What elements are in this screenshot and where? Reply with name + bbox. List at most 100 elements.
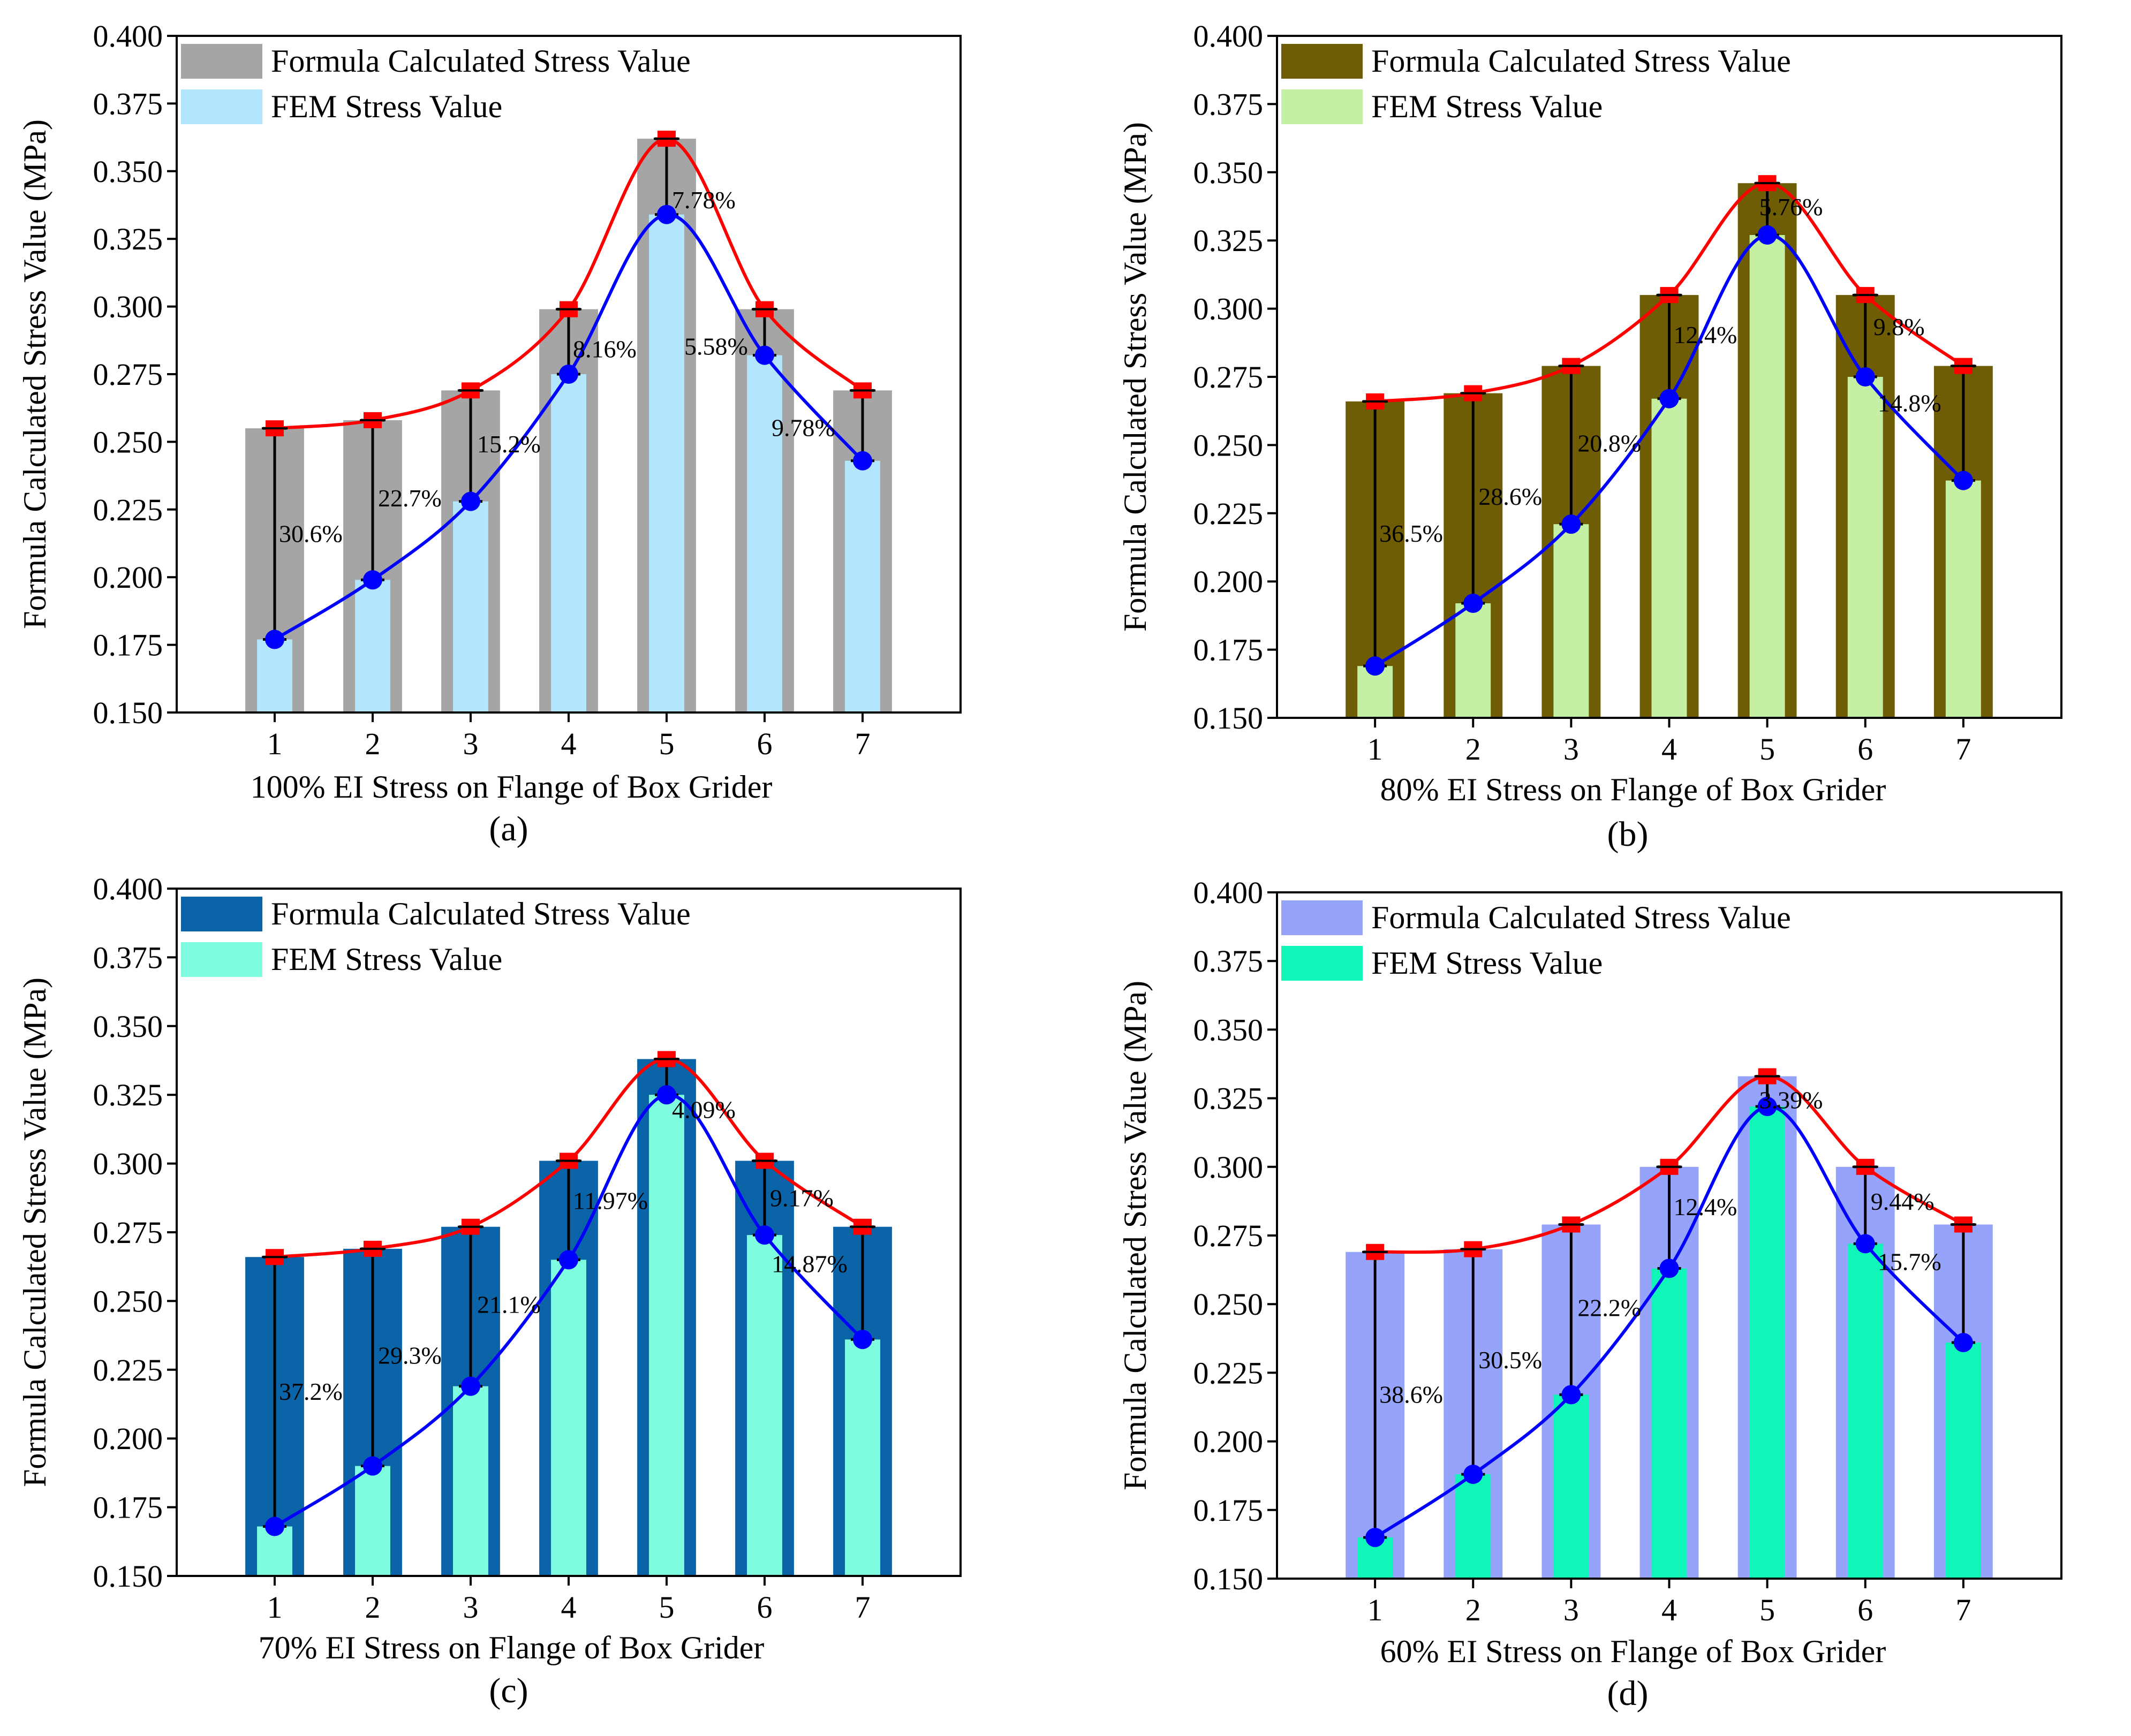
y-tick-label: 0.175 [1193, 633, 1264, 668]
x-tick-label: 5 [659, 726, 675, 761]
y-tick-label: 0.225 [1193, 496, 1264, 531]
legend-swatch-fem [181, 942, 262, 977]
legend-label-formula: Formula Calculated Stress Value [271, 43, 691, 79]
difference-label: 8.16% [573, 336, 637, 363]
difference-label: 9.17% [770, 1184, 834, 1211]
fem-marker [461, 1376, 480, 1396]
x-tick-label: 6 [1857, 1593, 1873, 1627]
fem-marker [461, 491, 480, 511]
x-tick-label: 3 [1563, 732, 1579, 767]
y-tick-label: 0.375 [1193, 944, 1264, 979]
fem-marker [1365, 656, 1385, 676]
y-tick-label: 0.200 [1193, 564, 1264, 599]
fem-marker [657, 204, 676, 224]
difference-label: 9.8% [1873, 313, 1925, 340]
fem-marker [1659, 389, 1679, 408]
y-tick-label: 0.175 [93, 628, 163, 663]
x-tick-label: 3 [463, 1590, 479, 1625]
legend-swatch-formula [1281, 900, 1363, 935]
y-axis-label: Formula Calculated Stress Value (MPa) [17, 119, 52, 629]
fem-marker [1855, 1234, 1875, 1254]
fem-marker [559, 1250, 578, 1270]
difference-label: 14.87% [772, 1250, 848, 1278]
y-tick-label: 0.350 [1193, 155, 1264, 190]
fem-bar [1455, 603, 1491, 718]
fem-bar [649, 1095, 684, 1576]
fem-bar [747, 1235, 782, 1576]
fem-marker [657, 1085, 676, 1105]
y-tick-label: 0.225 [1193, 1355, 1264, 1390]
legend-swatch-formula [181, 897, 262, 931]
panel-1: 30.6% 22.7% 15.2% 8.16% 7.78% 5.58% 9.78% 0.150… [17, 19, 962, 848]
legend-label-fem: FEM Stress Value [1371, 945, 1603, 981]
y-tick-label: 0.150 [93, 695, 163, 730]
panel-4: 38.6% 30.5% 22.2% 12.4% 3.39% 9.44% 15.7% 0.150… [1117, 875, 2062, 1713]
y-tick-label: 0.200 [1193, 1424, 1264, 1459]
x-tick-label: 7 [855, 726, 871, 761]
fem-marker [1757, 225, 1777, 245]
x-tick-label: 3 [463, 726, 479, 761]
fem-marker [853, 1330, 872, 1350]
difference-label: 7.78% [672, 186, 736, 214]
x-tick-label: 6 [757, 726, 773, 761]
fem-bar [355, 1466, 390, 1576]
legend-swatch-fem [1281, 946, 1363, 981]
y-tick-label: 0.150 [93, 1559, 163, 1594]
panel-2: 36.5% 28.6% 20.8% 12.4% 5.76% 9.8% 14.8% 0.150 0… [1117, 19, 2062, 854]
fem-marker [1659, 1259, 1679, 1278]
difference-label: 11.97% [573, 1187, 648, 1214]
x-tick-label: 1 [267, 726, 283, 761]
fem-bar [845, 1339, 880, 1576]
fem-bar [1651, 398, 1687, 718]
y-tick-label: 0.275 [1193, 1218, 1264, 1253]
fem-bar [1553, 1394, 1589, 1579]
x-tick-label: 4 [1661, 1593, 1677, 1627]
difference-label: 5.76% [1759, 193, 1823, 221]
legend-label-formula: Formula Calculated Stress Value [1371, 43, 1791, 79]
y-tick-label: 0.300 [93, 1147, 163, 1181]
difference-label: 9.44% [1871, 1188, 1934, 1215]
fem-marker [265, 630, 284, 649]
fem-marker [1365, 1528, 1385, 1548]
y-tick-label: 0.350 [93, 154, 163, 189]
y-tick-label: 0.250 [1193, 428, 1264, 463]
fem-marker [363, 1456, 382, 1476]
legend-label-fem: FEM Stress Value [271, 89, 502, 124]
x-tick-label: 1 [267, 1590, 283, 1625]
fem-bar [1749, 1106, 1785, 1579]
panel-label: (a) [489, 809, 528, 848]
difference-label: 4.09% [672, 1096, 736, 1123]
x-tick-label: 1 [1367, 732, 1383, 767]
y-tick-label: 0.375 [1193, 87, 1264, 122]
difference-label: 28.6% [1478, 483, 1542, 510]
panel-label: (c) [489, 1671, 528, 1710]
legend-swatch-fem [181, 89, 262, 124]
x-tick-label: 4 [1661, 732, 1677, 767]
y-tick-label: 0.275 [93, 357, 163, 392]
x-tick-label: 7 [855, 1590, 871, 1625]
difference-label: 37.2% [279, 1378, 343, 1405]
difference-label: 22.2% [1577, 1294, 1641, 1321]
y-tick-label: 0.175 [1193, 1493, 1264, 1528]
fem-marker [265, 1517, 284, 1536]
y-tick-label: 0.325 [93, 222, 163, 256]
fem-bar [453, 501, 488, 712]
x-tick-label: 7 [1955, 732, 1971, 767]
difference-label: 14.8% [1878, 390, 1941, 417]
difference-label: 30.6% [279, 520, 343, 547]
fem-marker [1757, 1096, 1777, 1116]
difference-label: 21.1% [477, 1291, 541, 1318]
legend-label-formula: Formula Calculated Stress Value [271, 896, 691, 931]
panel-3: 37.2% 29.3% 21.1% 11.97% 4.09% 9.17% 14.87% 0.1… [17, 871, 962, 1710]
fem-marker [853, 451, 872, 471]
x-axis-label: 100% EI Stress on Flange of Box Grider [251, 769, 773, 805]
y-tick-label: 0.200 [93, 1421, 163, 1456]
y-tick-label: 0.350 [1193, 1012, 1264, 1047]
x-tick-label: 6 [757, 1590, 773, 1625]
x-tick-label: 1 [1367, 1593, 1383, 1627]
fem-marker [1463, 593, 1483, 613]
legend-swatch-formula [1281, 44, 1363, 79]
fem-bar [1945, 480, 1981, 718]
y-tick-label: 0.175 [93, 1490, 163, 1525]
